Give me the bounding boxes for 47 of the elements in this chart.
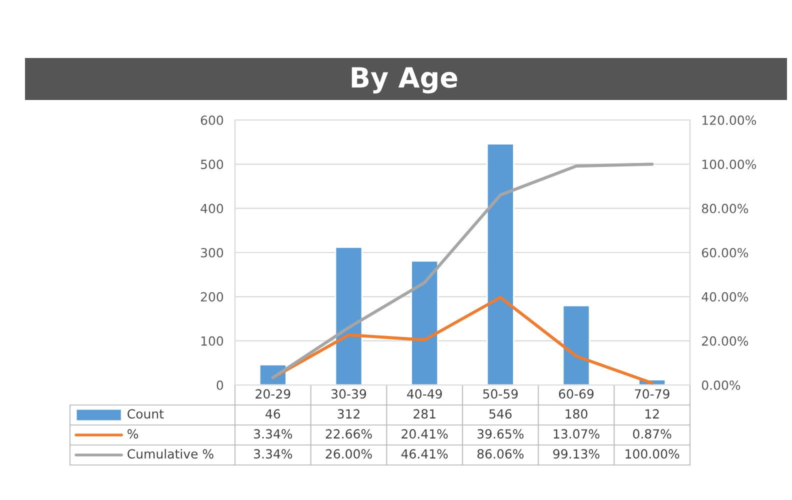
data-label: 180 bbox=[566, 409, 588, 419]
y2-tick-label: 100.00% bbox=[702, 160, 756, 170]
x-tick-label: 30-39 bbox=[332, 389, 366, 399]
legend-label: Count bbox=[128, 409, 164, 419]
data-label: 3.34% bbox=[254, 429, 292, 439]
x-tick-label: 40-49 bbox=[407, 389, 442, 399]
y-tick-label: 400 bbox=[200, 204, 224, 214]
y2-tick-label: 40.00% bbox=[702, 292, 748, 302]
y-tick-label: 0 bbox=[216, 380, 224, 390]
data-label: 281 bbox=[414, 409, 436, 419]
line-series bbox=[271, 162, 654, 380]
data-label: 312 bbox=[338, 409, 360, 419]
data-label: 13.07% bbox=[554, 429, 600, 439]
data-label: 100.00% bbox=[626, 449, 680, 459]
x-tick-label: 50-59 bbox=[483, 389, 518, 399]
data-label: 12 bbox=[646, 409, 659, 418]
data-label: 546 bbox=[489, 409, 512, 419]
data-label: 86.06% bbox=[477, 449, 524, 459]
y2-tick-label: 60.00% bbox=[702, 248, 748, 258]
y2-tick-label: 120.00% bbox=[702, 115, 756, 125]
data-label: 46 bbox=[266, 409, 280, 419]
bar bbox=[410, 260, 439, 385]
y-tick-label: 600 bbox=[200, 115, 224, 125]
y-tick-label: 500 bbox=[200, 160, 224, 170]
data-label: 22.66% bbox=[326, 429, 372, 439]
y2-tick-label: 0.00% bbox=[702, 380, 740, 390]
y-tick-label: 200 bbox=[200, 292, 224, 302]
data-label: 99.13% bbox=[553, 449, 600, 459]
bar bbox=[562, 304, 590, 385]
data-label: 3.34% bbox=[254, 449, 292, 459]
bar bbox=[334, 246, 363, 385]
y2-tick-label: 80.00% bbox=[702, 204, 748, 214]
data-label: 20.41% bbox=[402, 429, 448, 439]
legend-label: Cumulative % bbox=[128, 448, 214, 459]
x-tick-label: 60-69 bbox=[558, 389, 594, 399]
data-label: 26.00% bbox=[326, 449, 372, 459]
legend-label: % bbox=[128, 429, 138, 439]
data-label: 0.87% bbox=[633, 429, 672, 439]
y2-tick-label: 20.00% bbox=[702, 336, 748, 346]
y-tick-label: 300 bbox=[200, 248, 224, 258]
x-tick-label: 70-79 bbox=[634, 389, 670, 399]
y-tick-label: 100 bbox=[201, 336, 224, 346]
data-label: 46.41% bbox=[401, 449, 448, 459]
data-label: 39.65% bbox=[478, 429, 524, 439]
x-tick-label: 20-29 bbox=[256, 389, 290, 399]
chart-title: By Age bbox=[352, 67, 458, 94]
bar bbox=[486, 143, 514, 385]
